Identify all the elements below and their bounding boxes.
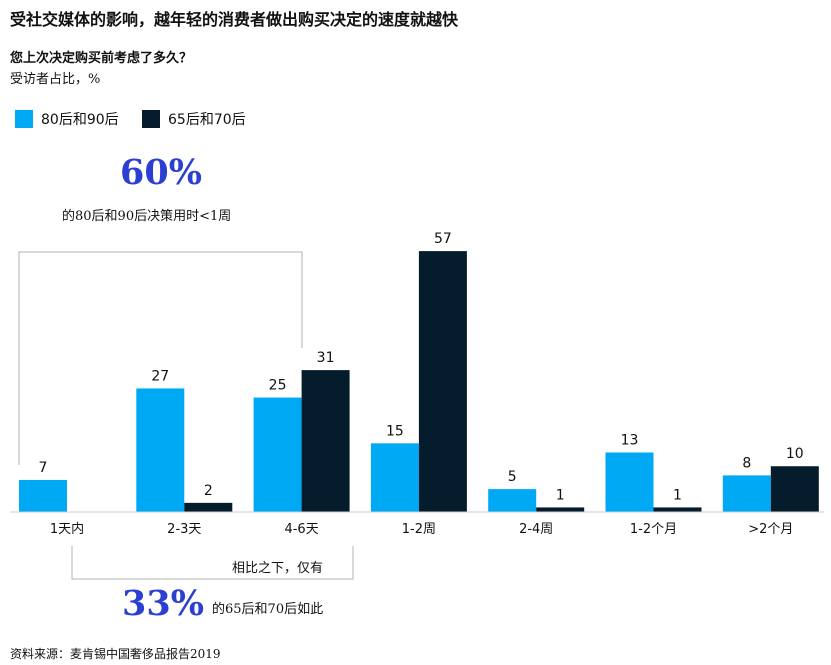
value-label-s1-4: 1 bbox=[556, 487, 565, 503]
bar-s0-0 bbox=[19, 479, 67, 512]
value-label-s1-6: 10 bbox=[786, 446, 804, 462]
value-label-s0-4: 5 bbox=[508, 469, 517, 485]
legend-item-series-b: 65后和70后 bbox=[142, 110, 246, 128]
chart-title: 受社交媒体的影响，越年轻的消费者做出购买决定的速度就越快 bbox=[10, 10, 459, 29]
bars bbox=[19, 251, 819, 512]
bar-s0-6 bbox=[722, 475, 771, 512]
value-label-s1-1: 2 bbox=[204, 483, 213, 499]
bar-s1-4 bbox=[536, 507, 585, 512]
callout-top-note: 的80后和90后决策用时<1周 bbox=[62, 209, 232, 224]
bracket-top bbox=[18, 251, 303, 465]
callout-bottom-percent: 33% bbox=[122, 583, 204, 624]
unit-label: 受访者占比，% bbox=[10, 72, 101, 87]
legend-swatch-series-a bbox=[15, 110, 33, 128]
value-label-s1-2: 31 bbox=[317, 350, 335, 366]
callout-top-percent: 60% bbox=[120, 152, 202, 193]
category-label-5: 1-2个月 bbox=[630, 522, 677, 537]
value-label-s0-6: 8 bbox=[742, 455, 751, 471]
category-label-0: 1天内 bbox=[50, 521, 84, 537]
bar-s1-6 bbox=[770, 466, 819, 512]
source-note: 资料来源：麦肯锡中国奢侈品报告2019 bbox=[10, 647, 221, 661]
bar-s0-2 bbox=[253, 397, 302, 512]
bar-s0-3 bbox=[370, 443, 419, 512]
bracket-bottom bbox=[71, 546, 354, 580]
value-label-s0-2: 25 bbox=[269, 378, 287, 394]
legend-label-series-b: 65后和70后 bbox=[168, 112, 246, 128]
value-labels: 7 27 2 25 31 15 57 5 1 13 1 8 10 bbox=[39, 231, 804, 503]
category-label-4: 2-4周 bbox=[519, 522, 553, 537]
callout-bottom-label: 相比之下，仅有 bbox=[232, 561, 324, 576]
category-label-3: 1-2周 bbox=[402, 522, 436, 537]
category-label-1: 2-3天 bbox=[167, 522, 201, 537]
value-label-s0-1: 27 bbox=[151, 368, 169, 384]
bar-s0-1 bbox=[136, 388, 185, 512]
annotation-brackets bbox=[18, 251, 354, 580]
chart-subtitle: 您上次决定购买前考虑了多久？ bbox=[10, 51, 193, 66]
bar-s0-4 bbox=[488, 489, 537, 512]
category-labels: 1天内 2-3天 4-6天 1-2周 2-4周 1-2个月 >2个月 bbox=[50, 521, 794, 537]
value-label-s1-5: 1 bbox=[673, 487, 682, 503]
value-label-s0-5: 13 bbox=[621, 432, 639, 448]
category-label-6: >2个月 bbox=[748, 522, 793, 537]
value-label-s0-0: 7 bbox=[39, 460, 48, 476]
legend-swatch-series-b bbox=[142, 110, 160, 128]
bar-s1-2 bbox=[301, 370, 350, 512]
bar-s1-3 bbox=[418, 251, 467, 512]
value-label-s1-3: 57 bbox=[434, 231, 452, 247]
legend-item-series-a: 80后和90后 bbox=[15, 110, 119, 128]
category-label-2: 4-6天 bbox=[284, 522, 318, 537]
bar-s1-1 bbox=[184, 502, 233, 512]
legend-label-series-a: 80后和90后 bbox=[41, 112, 119, 128]
bar-s0-5 bbox=[605, 452, 654, 512]
value-label-s0-3: 15 bbox=[386, 423, 404, 439]
bar-s1-5 bbox=[653, 507, 702, 512]
callout-bottom-note: 的65后和70后如此 bbox=[212, 602, 324, 617]
